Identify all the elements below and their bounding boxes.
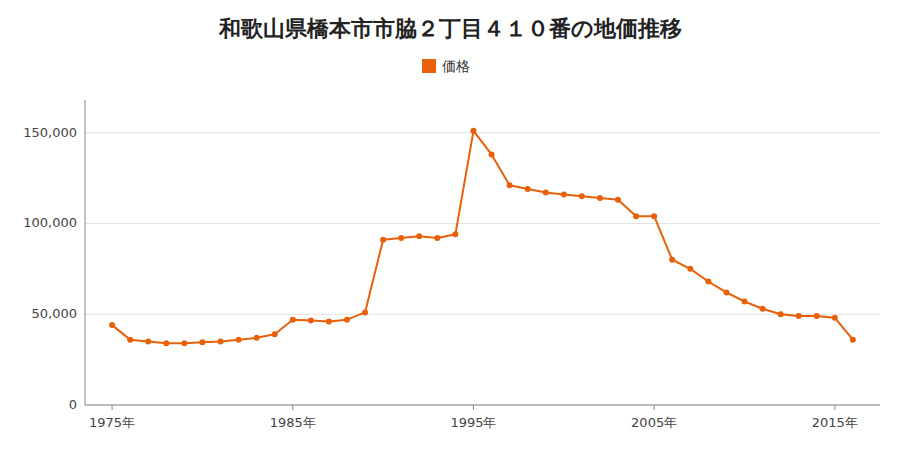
point bbox=[651, 213, 657, 219]
point bbox=[778, 311, 784, 317]
point bbox=[633, 213, 639, 219]
point bbox=[470, 128, 476, 134]
point bbox=[344, 317, 350, 323]
point bbox=[561, 191, 567, 197]
point bbox=[741, 299, 747, 305]
point bbox=[326, 318, 332, 324]
point bbox=[796, 313, 802, 319]
point bbox=[597, 195, 603, 201]
point bbox=[814, 313, 820, 319]
point bbox=[579, 193, 585, 199]
legend-swatch bbox=[422, 59, 436, 73]
point bbox=[723, 289, 729, 295]
y-tick-label: 100,000 bbox=[23, 215, 77, 230]
point bbox=[380, 237, 386, 243]
point bbox=[832, 315, 838, 321]
x-tick-label: 2015年 bbox=[812, 415, 858, 430]
x-tick-label: 1975年 bbox=[89, 415, 135, 430]
point bbox=[109, 322, 115, 328]
point bbox=[145, 338, 151, 344]
point bbox=[362, 309, 368, 315]
x-tick bbox=[654, 405, 655, 410]
point bbox=[236, 337, 242, 343]
point bbox=[127, 337, 133, 343]
point bbox=[181, 340, 187, 346]
legend: 価格 bbox=[422, 58, 470, 74]
y-tick-label: 150,000 bbox=[23, 125, 77, 140]
grid-line bbox=[85, 132, 880, 133]
chart: 和歌山県橋本市市脇２丁目４１０番の地価推移 0 50,000 100,000 150,0… bbox=[0, 0, 900, 450]
x-tick bbox=[473, 405, 474, 410]
x-tick-label: 1985年 bbox=[270, 415, 316, 430]
point bbox=[615, 197, 621, 203]
point bbox=[452, 231, 458, 237]
point bbox=[669, 257, 675, 263]
grid-line bbox=[85, 314, 880, 315]
point bbox=[525, 186, 531, 192]
chart-container: 和歌山県橋本市市脇２丁目４１０番の地価推移 0 50,000 100,000 150,0… bbox=[0, 0, 900, 450]
point bbox=[489, 151, 495, 157]
point bbox=[434, 235, 440, 241]
point bbox=[850, 337, 856, 343]
point bbox=[290, 317, 296, 323]
point bbox=[218, 338, 224, 344]
y-grid bbox=[85, 133, 880, 405]
point bbox=[416, 233, 422, 239]
x-tick bbox=[112, 405, 113, 410]
point bbox=[163, 340, 169, 346]
point bbox=[272, 331, 278, 337]
x-tick-label: 2005年 bbox=[631, 415, 677, 430]
y-tick-label: 0 bbox=[69, 397, 77, 412]
grid-line bbox=[85, 405, 880, 406]
point bbox=[687, 266, 693, 272]
title: 和歌山県橋本市市脇２丁目４１０番の地価推移 bbox=[218, 16, 682, 41]
x-tick-labels: 1975年 1985年 1995年 2005年 2015年 bbox=[89, 405, 858, 430]
line bbox=[112, 131, 853, 343]
point bbox=[308, 318, 314, 324]
point bbox=[705, 279, 711, 285]
x-axis-line bbox=[85, 405, 880, 406]
x-tick bbox=[834, 405, 835, 410]
point bbox=[254, 335, 260, 341]
y-tick-labels: 0 50,000 100,000 150,000 bbox=[23, 125, 77, 412]
y-tick-label: 50,000 bbox=[32, 306, 78, 321]
point bbox=[199, 339, 205, 345]
grid-line bbox=[85, 223, 880, 224]
legend-label: 価格 bbox=[442, 58, 470, 74]
x-tick bbox=[292, 405, 293, 410]
plot-area bbox=[109, 128, 856, 346]
y-axis-line bbox=[85, 100, 86, 405]
x-tick-label: 1995年 bbox=[450, 415, 496, 430]
point bbox=[543, 190, 549, 196]
point bbox=[398, 235, 404, 241]
point bbox=[760, 306, 766, 312]
point bbox=[507, 182, 513, 188]
